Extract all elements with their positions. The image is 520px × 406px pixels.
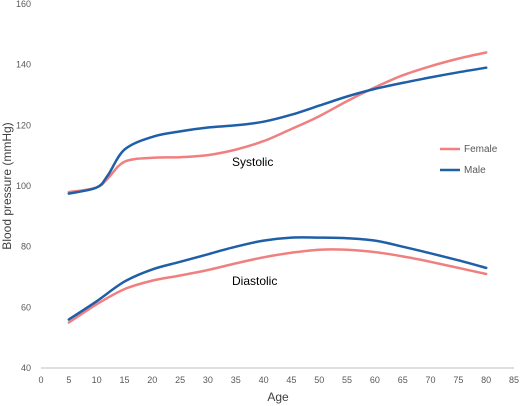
x-tick-label: 75 — [453, 375, 463, 385]
legend: Female Male — [440, 144, 498, 176]
x-tick-label: 0 — [38, 375, 43, 385]
x-tick-labels: 0 5 10 15 20 25 30 35 40 45 50 55 60 65 70 75 80 85 — [38, 375, 519, 385]
x-tick-label: 5 — [66, 375, 71, 385]
x-tick-label: 25 — [175, 375, 185, 385]
x-tick-label: 80 — [481, 375, 491, 385]
legend-label-male: Male — [464, 165, 486, 176]
series-line-male-systolic — [67, 66, 488, 195]
series-line-male-diastolic — [67, 236, 488, 321]
series-line-female-diastolic — [67, 248, 488, 324]
y-tick-label: 100 — [16, 181, 31, 191]
x-tick-label: 45 — [286, 375, 296, 385]
y-tick-label: 40 — [21, 363, 31, 373]
x-tick-label: 15 — [119, 375, 129, 385]
x-tick-label: 55 — [342, 375, 352, 385]
annotation-diastolic: Diastolic — [232, 274, 277, 288]
x-tick-label: 35 — [231, 375, 241, 385]
x-tick-label: 85 — [509, 375, 519, 385]
annotation-systolic: Systolic — [232, 155, 273, 169]
x-tick-label: 70 — [426, 375, 436, 385]
x-tick-label: 10 — [92, 375, 102, 385]
y-tick-label: 120 — [16, 120, 31, 130]
series-line-female-systolic — [67, 51, 488, 194]
y-tick-label: 60 — [21, 302, 31, 312]
y-tick-label: 160 — [16, 0, 31, 9]
y-axis-title: Blood pressure (mmHg) — [0, 122, 14, 249]
y-tick-labels: 40 60 80 100 120 140 160 — [16, 0, 31, 373]
y-tick-label: 140 — [16, 60, 31, 70]
x-tick-label: 40 — [259, 375, 269, 385]
y-tick-label: 80 — [21, 242, 31, 252]
x-tick-label: 20 — [147, 375, 157, 385]
legend-label-female: Female — [464, 144, 498, 155]
series-lines — [67, 51, 488, 324]
x-tick-label: 65 — [398, 375, 408, 385]
x-axis-title: Age — [267, 390, 289, 404]
x-tick-label: 30 — [203, 375, 213, 385]
x-tick-label: 50 — [314, 375, 324, 385]
x-tick-label: 60 — [370, 375, 380, 385]
